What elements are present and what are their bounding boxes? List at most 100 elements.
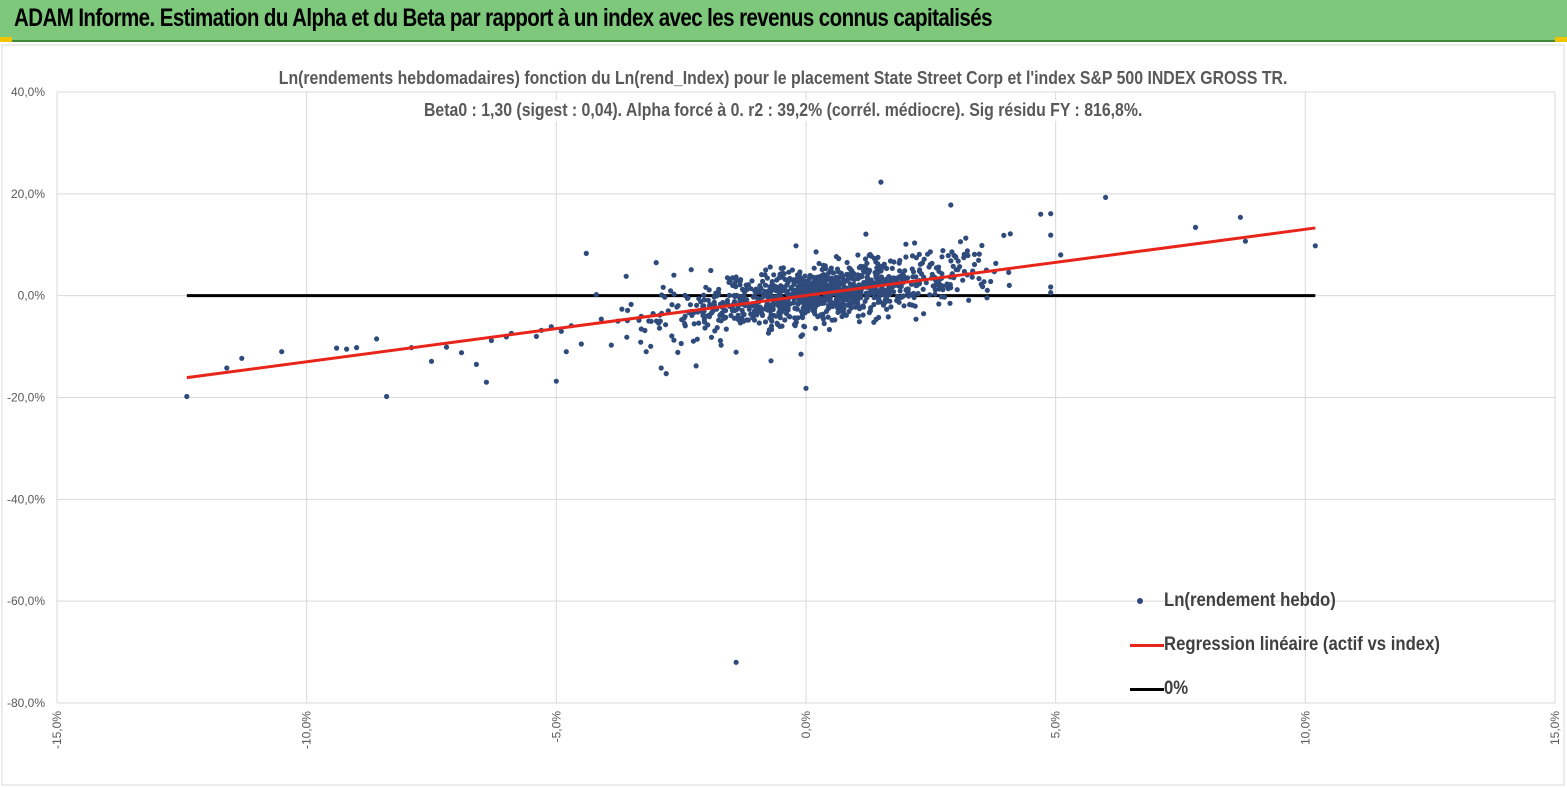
data-point [763,319,768,324]
data-point [682,316,687,321]
data-point [654,318,659,323]
data-point [786,270,791,275]
data-point [712,328,717,333]
data-point [864,275,869,280]
data-point [224,365,229,370]
data-point [688,302,693,307]
data-point [769,283,774,288]
data-point [920,260,925,265]
data-point [826,284,831,289]
data-point [725,275,730,280]
data-point [239,356,244,361]
data-point [746,282,751,287]
data-point [354,345,359,350]
data-point [958,239,963,244]
x-tick-label: 10,0% [1298,711,1312,745]
data-point [921,311,926,316]
data-point [694,363,699,368]
data-point [624,274,629,279]
data-point [961,255,966,260]
data-point [534,334,539,339]
data-point [947,301,952,306]
data-point [948,202,953,207]
data-point [662,295,667,300]
data-point [675,350,680,355]
data-point [933,283,938,288]
legend-label-zero: 0% [1164,678,1188,700]
data-point [657,326,662,331]
data-point [940,248,945,253]
data-point [886,314,891,319]
data-point [638,340,643,345]
data-point [709,335,714,340]
data-point [771,272,776,277]
data-point [696,321,701,326]
data-point [861,305,866,310]
data-point [903,242,908,247]
data-point [1007,283,1012,288]
data-point [988,279,993,284]
data-point [689,313,694,318]
data-point [459,350,464,355]
data-point [826,271,831,276]
x-tick-label: 5,0% [1049,711,1063,739]
data-point [993,261,998,266]
data-point [741,294,746,299]
data-point [765,276,770,281]
data-point [736,306,741,311]
data-point [913,274,918,279]
data-point [344,347,349,352]
data-point [783,284,788,289]
data-point [594,292,599,297]
data-point [669,302,674,307]
data-point [796,300,801,305]
data-point [736,294,741,299]
data-point [867,310,872,315]
data-point [741,319,746,324]
data-point [701,293,706,298]
x-tick-label: -15,0% [50,711,64,749]
data-point [876,270,881,275]
data-point [793,321,798,326]
data-point [890,266,895,271]
data-point [913,317,918,322]
data-point [826,305,831,310]
data-point [730,308,735,313]
data-point [897,300,902,305]
data-point [856,314,861,319]
data-point [625,308,630,313]
data-point [624,335,629,340]
data-point [718,338,723,343]
data-point [184,394,189,399]
data-point [812,279,817,284]
data-point [720,300,725,305]
data-point [976,276,981,281]
data-point [979,243,984,248]
data-point [897,258,902,263]
chart-title: Ln(rendements hebdomadaires) fonction du… [0,68,1567,89]
data-point [722,308,727,313]
data-point [822,321,827,326]
data-point [671,292,676,297]
data-point [777,291,782,296]
data-point [694,303,699,308]
data-point [279,349,284,354]
data-point [936,301,941,306]
data-point [837,308,842,313]
data-point [1238,215,1243,220]
zero-line-icon [1130,688,1164,691]
data-point [864,261,869,266]
data-point [876,315,881,320]
y-tick-label: -60,0% [7,594,45,608]
data-point [334,346,339,351]
data-point [802,285,807,290]
data-point [884,266,889,271]
data-point [840,276,845,281]
data-point [891,289,896,294]
data-point [682,293,687,298]
data-point [868,252,873,257]
data-point [654,260,659,265]
data-point [824,295,829,300]
data-point [832,284,837,289]
data-point [671,273,676,278]
